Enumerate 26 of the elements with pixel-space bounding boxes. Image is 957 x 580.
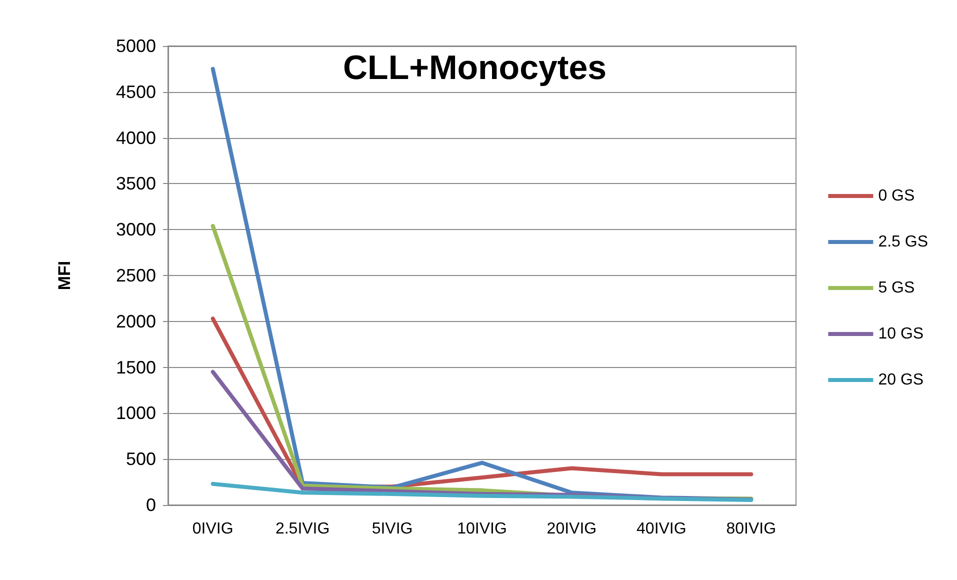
y-tick-label: 3000 [116, 220, 156, 240]
legend-label: 5 GS [878, 280, 915, 296]
y-tick-label: 4500 [116, 82, 156, 102]
x-tick-label: 5IVIG [372, 520, 413, 538]
x-tick-label: 2.5IVIG [275, 520, 330, 538]
x-tick-label: 40IVIG [636, 520, 686, 538]
y-tick-label: 2500 [116, 266, 156, 286]
legend-label: 0 GS [878, 188, 915, 204]
y-tick-label: 500 [126, 449, 156, 470]
chart-title: CLL+Monocytes [343, 49, 607, 87]
legend-label: 2.5 GS [878, 234, 928, 250]
y-tick-label: 1000 [116, 403, 156, 424]
y-tick-label: 5000 [116, 36, 156, 56]
x-tick-label: 10IVIG [457, 520, 507, 538]
y-tick-label: 3500 [116, 174, 156, 194]
legend-label: 20 GS [878, 372, 924, 388]
y-tick-label: 1500 [116, 357, 156, 378]
x-tick-label: 80IVIG [726, 520, 776, 538]
y-tick-label: 2000 [116, 311, 156, 332]
legend-label: 10 GS [878, 326, 924, 342]
y-axis-title: MFI [55, 260, 74, 290]
line-series [210, 482, 754, 502]
y-tick-label: 0 [146, 495, 156, 515]
y-tick-label: 4000 [116, 128, 156, 148]
x-tick-label: 20IVIG [546, 520, 597, 538]
x-tick-label: 0IVIG [192, 520, 234, 538]
